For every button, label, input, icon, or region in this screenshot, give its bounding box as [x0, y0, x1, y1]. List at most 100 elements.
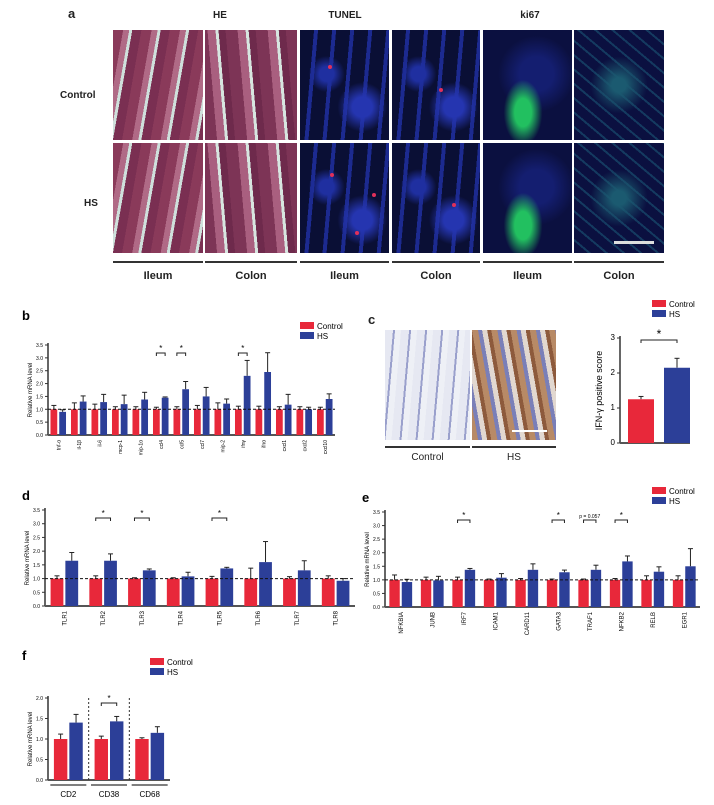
y-tick-label: 1.5 [33, 563, 40, 569]
y-tick-label: 3.0 [36, 356, 43, 362]
bar-hs-mcp-1 [120, 404, 128, 435]
significance-marker: * [620, 511, 623, 520]
y-tick-label: 0.5 [36, 758, 43, 764]
bar-control-EGR1 [672, 579, 684, 607]
significance-bracket [614, 519, 628, 523]
bar-hs-TLR3 [142, 570, 156, 606]
legend-swatch-control [150, 658, 164, 665]
bar-control-TLR3 [128, 578, 141, 606]
bar-control-IRF7 [452, 579, 463, 607]
micrograph-ki67-colon-hs [574, 143, 664, 253]
bar-hs-CD38 [110, 721, 124, 780]
legend-label-control: Control [669, 487, 695, 496]
micrograph-ki67-colon-control [574, 30, 664, 140]
bar-control-tnf-α [50, 409, 58, 435]
bar-hs-CARD11 [527, 569, 539, 607]
legend-swatch-hs [300, 332, 314, 339]
micrograph-tunel-ileum-hs [300, 143, 389, 253]
x-tick-label: CARD11 [525, 611, 531, 635]
bar-hs-ccl7 [202, 396, 210, 435]
bar-hs-NFKBIA [401, 582, 413, 607]
y-tick-label: 0.5 [373, 591, 380, 597]
bar-hs-TLR7 [297, 570, 311, 606]
y-tick-label: 2.0 [36, 696, 43, 702]
bar-control-TRAF1 [578, 579, 589, 607]
y-tick-label: 0 [611, 438, 616, 447]
bar-hs-EGR1 [685, 566, 696, 607]
bar-hs-mip-1α [141, 399, 149, 435]
divider [113, 261, 203, 263]
bar-hs-JUNB [433, 580, 444, 607]
column-label: Ileum [513, 270, 542, 282]
y-axis-label: IFN-γ positive score [594, 351, 604, 431]
chart-e: e 0.0 0.5 1.0 1.5 2.0 2.5 3.0 3.5 Relative mRNA l… [362, 487, 700, 635]
x-tick-label: JUNB [430, 612, 436, 628]
x-tick-label: TLR3 [140, 610, 146, 625]
bar-control-ccl7 [193, 409, 201, 435]
x-tick-label: ccl4 [159, 440, 165, 449]
y-tick-label: 2.5 [36, 369, 43, 375]
micrograph-he-ileum-control [113, 30, 203, 140]
column-label: Ileum [330, 270, 359, 282]
x-tick-label: NFKB2 [619, 611, 625, 631]
bar-hs-TLR5 [220, 568, 234, 606]
bar-control-NFKBIA [389, 579, 400, 607]
y-tick-label: 2.5 [33, 535, 40, 541]
legend-label-control: Control [317, 322, 343, 331]
bar-control-JUNB [420, 579, 432, 607]
legend-label-hs: HS [317, 332, 328, 341]
panel-label: f [22, 648, 27, 663]
significance-bracket [100, 702, 118, 706]
bar-hs-TRAF1 [590, 569, 602, 607]
legend-swatch-control [652, 300, 666, 307]
bar-control-TLR6 [244, 578, 258, 606]
bar-control-GATA3 [546, 579, 558, 607]
micrograph-tunel-colon-control [392, 30, 480, 140]
x-tick-label: TLR8 [334, 610, 340, 625]
divider [574, 261, 664, 263]
bar-hs-GATA3 [559, 572, 570, 607]
x-tick-label: il-6 [97, 440, 103, 447]
micrograph-ki67-ileum-control [483, 30, 572, 140]
y-tick-label: 0.0 [373, 605, 380, 611]
x-tick-label: NFKBIA [399, 612, 405, 634]
y-tick-label: 0.5 [33, 590, 40, 596]
legend-swatch-control [300, 322, 314, 329]
significance-bracket [155, 352, 166, 356]
bar-control-ccl4 [152, 409, 160, 435]
legend-label-hs: HS [167, 668, 178, 677]
y-tick-label: 3.0 [33, 522, 40, 528]
y-tick-label: 1 [611, 403, 616, 412]
significance-marker: * [241, 344, 244, 353]
y-tick-label: 1.5 [36, 394, 43, 400]
x-tick-label: TLR1 [62, 610, 68, 625]
bar-control-RELB [641, 579, 652, 607]
y-axis-label: Relative mRNA level [28, 712, 34, 767]
y-tick-label: 3.0 [373, 524, 380, 530]
y-tick-label: 2.5 [373, 537, 380, 543]
legend-label-control: Control [167, 658, 193, 667]
panel-label: e [362, 490, 369, 505]
significance-marker: * [557, 511, 560, 520]
bar-hs-cxcl2 [305, 409, 313, 435]
bar-control-cxcl10 [316, 409, 324, 435]
bar-hs-IRF7 [464, 569, 476, 607]
significance-marker: * [462, 511, 465, 520]
panel-c-label: c [368, 312, 376, 327]
y-tick-label: 2 [611, 368, 616, 377]
y-axis-label: Relative mRNA level [28, 363, 34, 418]
panel-label: b [22, 308, 30, 323]
x-tick-label: il-1β [77, 440, 83, 450]
x-tick-label: ICAM1 [493, 611, 499, 630]
x-tick-label: CD2 [60, 790, 77, 799]
legend-label-hs: HS [669, 310, 680, 319]
bar-control-ifnγ [234, 409, 242, 435]
y-tick-label: 1.0 [36, 407, 43, 413]
bar-control-TLR5 [205, 578, 219, 606]
bar-hs-CD2 [69, 722, 83, 780]
ihc-image-control [385, 330, 470, 440]
legend-swatch-hs [652, 497, 666, 504]
y-axis-label: Relative mRNA level [365, 532, 371, 587]
divider [483, 261, 572, 263]
